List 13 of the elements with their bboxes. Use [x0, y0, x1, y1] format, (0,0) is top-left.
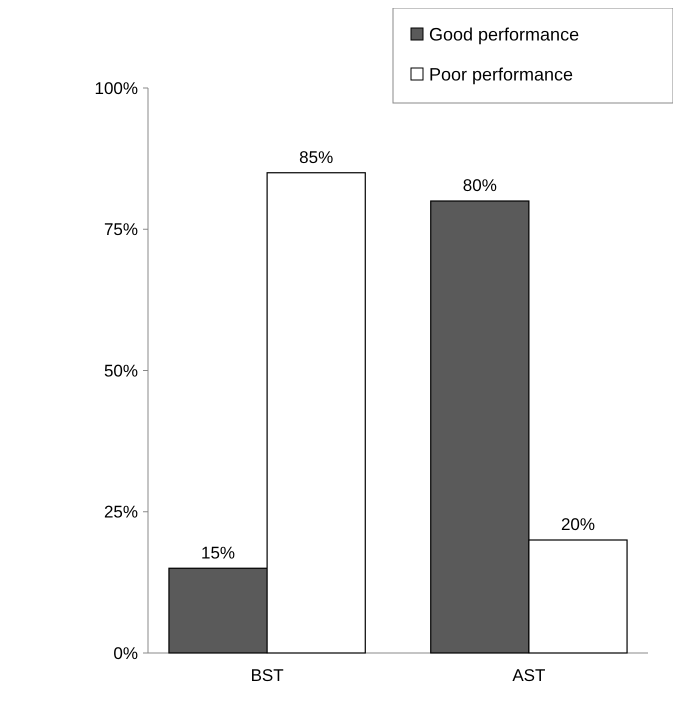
y-tick-label: 0% [113, 644, 138, 663]
legend-label: Good performance [429, 24, 580, 44]
y-tick-label: 75% [104, 220, 138, 240]
legend-label: Poor performance [429, 64, 574, 84]
data-label: 80% [462, 176, 497, 195]
y-tick-label: 25% [104, 502, 138, 522]
data-label: 85% [299, 148, 334, 167]
y-tick-label: 50% [104, 361, 138, 380]
data-label: 15% [201, 543, 236, 562]
x-tick-label: AST [512, 666, 546, 685]
data-label: 20% [560, 515, 595, 534]
x-tick-label: BST [250, 666, 284, 685]
y-tick-label: 100% [94, 78, 138, 98]
